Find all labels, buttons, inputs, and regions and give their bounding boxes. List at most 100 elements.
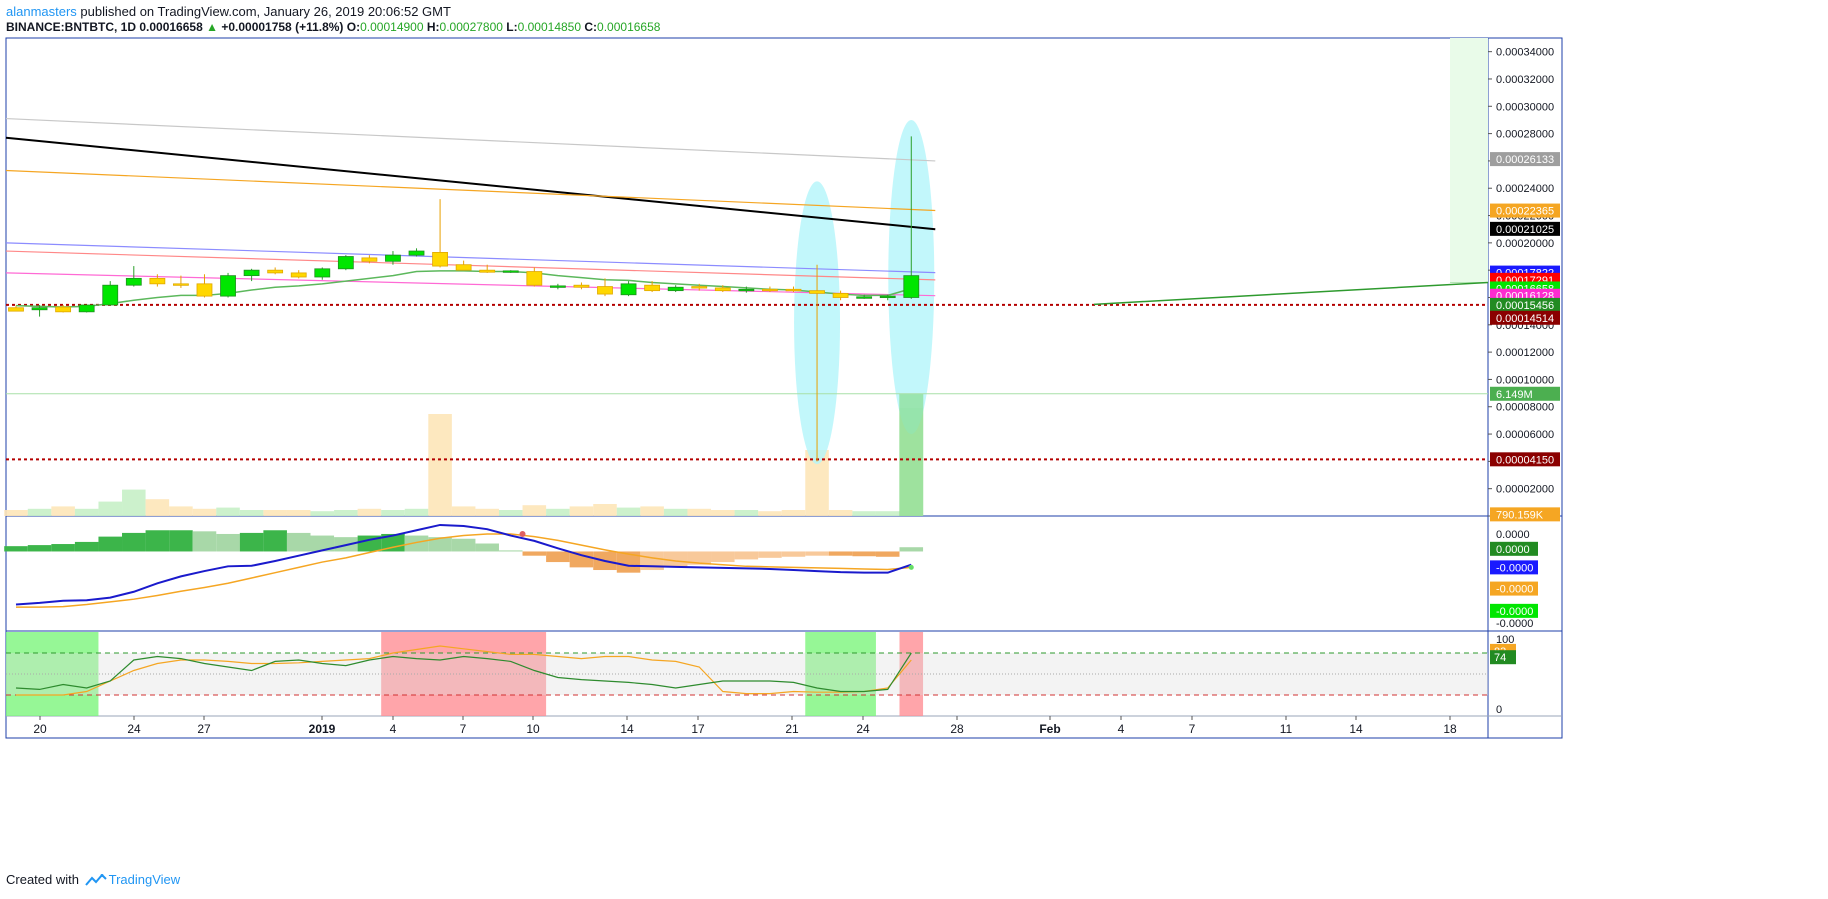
macd-histogram-bar <box>711 551 735 563</box>
macd-histogram-bar <box>51 544 75 552</box>
price-label-text: 6.149M <box>1496 389 1533 401</box>
macd-histogram-bar <box>286 532 311 552</box>
volume-bar <box>616 507 641 516</box>
volume-bar <box>27 508 52 516</box>
price-tick-label: 0.00028000 <box>1496 129 1554 141</box>
candle-body <box>267 269 284 274</box>
candle-body <box>55 306 72 313</box>
candle-body <box>526 271 543 286</box>
macd-histogram-bar <box>758 551 782 558</box>
candle-body <box>785 288 802 292</box>
volume-bar <box>51 506 75 516</box>
target-zone <box>1450 38 1488 283</box>
candle-body <box>903 275 920 298</box>
price-label-text: 0.00004150 <box>1496 454 1554 466</box>
price-label-box <box>1490 310 1560 325</box>
macd-signal-line <box>16 533 912 608</box>
price-label-text: 0.00022365 <box>1496 206 1554 218</box>
candle-body <box>432 252 448 267</box>
candle-body <box>832 292 849 298</box>
candle-body <box>290 272 307 278</box>
created-with-text: Created with <box>6 872 79 887</box>
macd-histogram-bar <box>899 547 924 552</box>
price-tick-label: 0.00032000 <box>1496 74 1554 86</box>
volume-bar <box>852 511 876 516</box>
candle-body <box>337 256 354 270</box>
candle-body <box>8 307 24 312</box>
macd-histogram-bar <box>498 550 523 552</box>
volume-bar <box>286 510 311 516</box>
volume-bar <box>758 511 782 516</box>
price-change: +0.00001758 (+11.8%) <box>221 20 344 34</box>
macd-histogram-bar <box>687 551 712 565</box>
macd-histogram-bar <box>216 533 240 552</box>
volume-bar <box>404 508 429 516</box>
time-tick-label: 7 <box>460 722 467 736</box>
time-tick-label: 20 <box>33 722 47 736</box>
time-tick-label: 24 <box>856 722 870 736</box>
time-tick-label: 28 <box>950 722 964 736</box>
macd-histogram-bar <box>663 551 688 568</box>
publish-info: alanmasters published on TradingView.com… <box>6 4 451 19</box>
symbol-name: BINANCE:BNTBTC, 1D <box>6 20 136 34</box>
price-label-text: 0.00021025 <box>1496 224 1554 236</box>
stoch-tick-label: 0 <box>1496 704 1502 716</box>
macd-histogram-bar <box>74 541 99 552</box>
candle-body <box>243 269 260 277</box>
volume-bar <box>498 510 523 516</box>
volume-bar <box>781 510 806 516</box>
tradingview-logo-icon <box>84 873 107 886</box>
macd-histogram-bar <box>27 545 52 552</box>
time-tick-label: 24 <box>127 722 141 736</box>
close-value: 0.00016658 <box>597 20 661 34</box>
volume-bar <box>74 508 99 516</box>
macd-histogram-bar <box>4 546 28 552</box>
candle-body <box>597 286 613 295</box>
candle-body <box>762 288 778 292</box>
volume-bar <box>216 507 240 516</box>
macd-tick-label: 0.0000 <box>1496 529 1530 541</box>
macd-histogram-bar <box>451 538 476 552</box>
macd-histogram-bar <box>428 537 452 552</box>
candle-body <box>879 295 896 299</box>
price-label-box <box>1490 152 1560 167</box>
volume-bar <box>334 510 358 516</box>
macd-histogram-bar <box>263 530 287 552</box>
volume-bar <box>145 499 170 516</box>
price-label-box <box>1490 221 1560 236</box>
macd-label-box <box>1490 581 1538 596</box>
candle-body <box>314 268 331 278</box>
price-label-box <box>1490 386 1560 401</box>
macd-histogram-bar <box>828 551 853 556</box>
time-tick-label: 7 <box>1189 722 1196 736</box>
macd-histogram-bar <box>381 533 405 552</box>
volume-bar <box>310 511 335 516</box>
candle-body <box>714 287 731 292</box>
up-triangle-icon: ▲ <box>206 20 218 34</box>
volume-bar <box>451 506 476 516</box>
candle-body <box>220 275 236 297</box>
macd-histogram-bar <box>239 532 264 552</box>
candle-body <box>125 277 142 286</box>
stoch-pane: 10008374 <box>6 632 1516 716</box>
candle-body <box>691 286 708 289</box>
candle-body <box>361 257 378 262</box>
price-label-box <box>1490 203 1560 218</box>
tradingview-link[interactable]: TradingView <box>108 872 181 887</box>
price-tick-label: 0.00008000 <box>1496 402 1554 414</box>
chart-frame <box>5 37 1563 739</box>
macd-label-text: 0.0000 <box>1496 544 1530 556</box>
macd-histogram-bar <box>546 551 570 563</box>
macd-histogram-bar <box>310 535 335 552</box>
macd-label-box <box>1490 560 1538 575</box>
author-link[interactable]: alanmasters <box>6 4 77 19</box>
candle-body <box>31 307 48 311</box>
macd-cross-dot <box>519 530 526 537</box>
macd-tick-label: -0.0000 <box>1496 618 1533 630</box>
last-price: 0.00016658 <box>139 20 203 34</box>
time-tick-label: 10 <box>526 722 540 736</box>
candle-body <box>173 283 189 286</box>
publish-text: published on TradingView.com, January 26… <box>76 4 451 19</box>
candle-body <box>856 296 873 299</box>
